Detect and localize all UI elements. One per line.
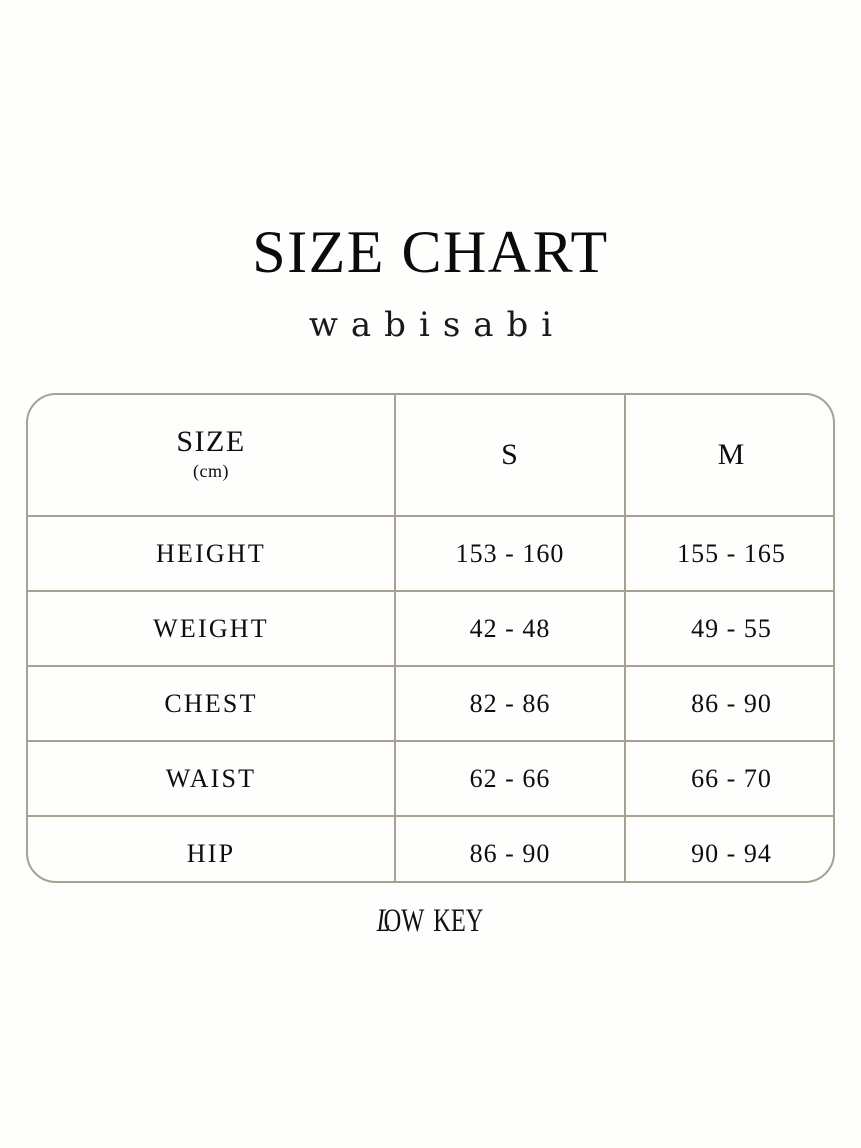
row-label-waist: WAIST <box>28 741 396 816</box>
logo-letters-ow: OW <box>384 903 425 939</box>
page-footer: LOW KEY <box>0 905 861 938</box>
cell-chest-m: 86 - 90 <box>691 688 772 718</box>
logo-letter-l: L <box>377 903 391 939</box>
cell-weight-s: 42 - 48 <box>395 591 626 666</box>
header-cell-size: SIZE (cm) <box>28 395 396 516</box>
table-row: HEIGHT 153 - 160 155 - 165 <box>28 516 833 591</box>
table-row: WAIST 62 - 66 66 - 70 <box>28 741 833 816</box>
header-cell-size-m: M <box>717 438 746 471</box>
header-size-label: SIZE <box>176 425 246 459</box>
table-row: WEIGHT 42 - 48 49 - 55 <box>28 591 833 666</box>
header-row: SIZE (cm) S M <box>28 395 833 516</box>
page-title: SIZE CHART <box>252 219 609 285</box>
row-label-chest: CHEST <box>28 666 396 741</box>
brand-name: wabisabi <box>308 305 566 345</box>
table-header: SIZE (cm) S M <box>28 395 833 516</box>
row-label-hip: HIP <box>28 816 396 881</box>
cell-height-m: 155 - 165 <box>677 538 786 568</box>
low-key-logo: LOW KEY <box>377 905 484 938</box>
table-row: CHEST 82 - 86 86 - 90 <box>28 666 833 741</box>
logo-letters-key: KEY <box>433 903 484 939</box>
table-row: HIP 86 - 90 90 - 94 <box>28 816 833 881</box>
cell-hip-m: 90 - 94 <box>691 838 772 868</box>
cell-hip-s: 86 - 90 <box>395 816 626 881</box>
cell-waist-m: 66 - 70 <box>691 763 772 793</box>
header-size-unit: (cm) <box>193 460 229 481</box>
size-chart-table: SIZE (cm) S M HEIGHT 153 - 160 155 - 165… <box>28 395 833 881</box>
row-label-weight: WEIGHT <box>28 591 396 666</box>
table-body: HEIGHT 153 - 160 155 - 165 WEIGHT 42 - 4… <box>28 516 833 881</box>
page-header: SIZE CHART wabisabi <box>0 222 861 342</box>
cell-weight-m: 49 - 55 <box>691 613 772 643</box>
cell-chest-s: 82 - 86 <box>395 666 626 741</box>
row-label-height: HEIGHT <box>28 516 396 591</box>
size-chart-table-container: SIZE (cm) S M HEIGHT 153 - 160 155 - 165… <box>26 393 835 883</box>
cell-height-s: 153 - 160 <box>395 516 626 591</box>
header-cell-size-s: S <box>395 395 626 516</box>
cell-waist-s: 62 - 66 <box>395 741 626 816</box>
